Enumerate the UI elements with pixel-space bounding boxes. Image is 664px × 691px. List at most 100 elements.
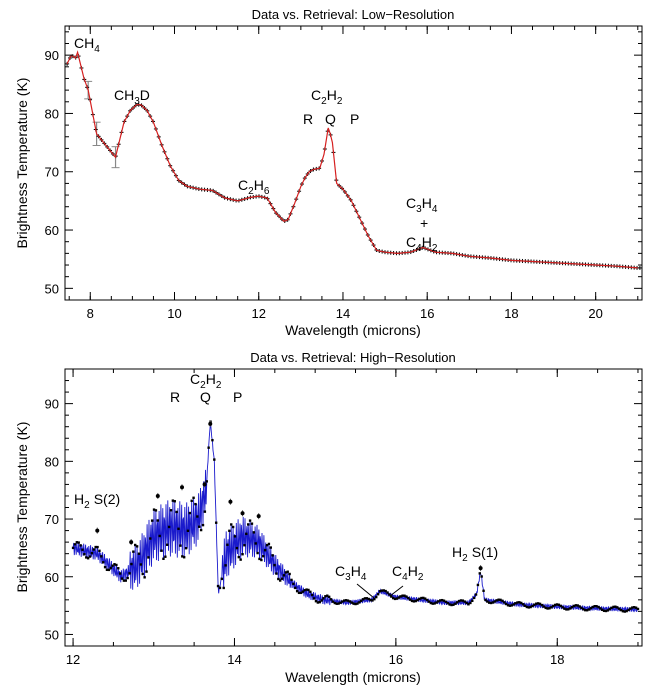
data-point-high [314, 599, 318, 603]
data-point-high [198, 525, 201, 528]
data-point-high [369, 598, 372, 602]
data-point-high [164, 555, 167, 558]
data-point-high [431, 602, 434, 605]
data-point-high [245, 532, 248, 536]
data-point-high [311, 593, 314, 597]
data-point-high [491, 601, 495, 604]
outlier-point-high-3 [180, 485, 185, 490]
outlier-point-high-0 [95, 528, 100, 533]
label-c4h2-high-sub: 4 [402, 572, 408, 583]
label-c3h4-high-sub2: 4 [361, 572, 367, 583]
data-point-high [358, 601, 361, 604]
label-ch3d-sub: 3 [134, 96, 140, 107]
data-point-high [337, 602, 340, 605]
data-point-high [258, 557, 261, 561]
data-point-high [352, 602, 355, 605]
data-point-high [540, 603, 544, 607]
data-point-high [410, 599, 414, 603]
label-branch-p-high: P [233, 389, 242, 405]
data-point-high [585, 609, 589, 612]
data-point-high [94, 545, 97, 549]
data-point-high [75, 541, 79, 544]
data-point-high [632, 606, 636, 609]
data-point-high [250, 522, 254, 525]
label-ch3d-base: CH [114, 87, 134, 103]
data-point-high [448, 603, 451, 606]
data-point-high [525, 605, 529, 609]
data-point-high [228, 529, 231, 533]
data-point-high [399, 595, 402, 598]
data-point-high [597, 605, 600, 609]
data-point-high [508, 604, 512, 607]
data-point-high [213, 458, 216, 461]
data-point-high [600, 608, 604, 612]
label-c3h4-low-sub: 3 [416, 204, 422, 215]
data-point-high [576, 604, 579, 607]
data-point-high [135, 545, 139, 548]
data-point-high [420, 596, 423, 600]
label-c4h2-low-mid: H [422, 234, 432, 250]
data-point-high [582, 608, 585, 611]
outlier-point-high-9 [478, 566, 483, 571]
data-point-high [503, 601, 506, 604]
data-point-high [574, 604, 578, 607]
label-c2h2-high-sub2: 2 [216, 380, 222, 391]
label-ch4-base: CH [74, 35, 94, 51]
data-point-high [602, 609, 606, 612]
y-tick-label-high-90: 90 [45, 397, 59, 412]
data-point-high [107, 568, 111, 572]
data-point-high [616, 606, 619, 609]
outlier-point-high-5 [208, 421, 213, 426]
data-point-high [96, 545, 99, 549]
data-point-high [450, 603, 453, 607]
data-point-high [589, 607, 593, 610]
data-point-high [299, 591, 303, 595]
data-point-high [271, 554, 274, 557]
data-point-high [134, 543, 137, 547]
data-point-high [572, 604, 576, 608]
chart-title-high-res: Data vs. Retrieval: High−Resolution [250, 350, 456, 365]
data-point-high [384, 589, 387, 593]
data-point-high [455, 601, 459, 604]
data-point-high [550, 606, 553, 609]
data-point-high [397, 596, 401, 599]
data-point-high [177, 527, 180, 530]
data-point-high [230, 523, 233, 526]
data-point-high [568, 607, 572, 610]
data-point-high [280, 577, 284, 580]
data-point-high [207, 446, 210, 449]
label-c3h4-low: C3H4 [406, 195, 438, 215]
data-point-high [83, 553, 86, 556]
data-point-high [429, 601, 433, 605]
data-point-high [326, 594, 329, 597]
data-point-high [454, 602, 457, 605]
data-point-high [322, 597, 325, 600]
data-point-high [90, 551, 94, 555]
data-point-high [181, 555, 184, 558]
plot-frame-low-res [64, 25, 643, 301]
data-point-high [587, 608, 591, 611]
label-branch-q-low: Q [325, 111, 336, 127]
x-tick-label-low-20: 20 [588, 306, 602, 321]
label-c2h2-low-mid: H [327, 87, 337, 103]
data-point-high [423, 597, 427, 600]
data-point-high [561, 606, 564, 609]
data-point-high [612, 605, 615, 609]
label-c2h2-low: C2H2 [311, 87, 343, 107]
outlier-point-high-8 [256, 514, 261, 519]
data-point-high [341, 600, 344, 603]
label-c3h4-low-base: C [406, 195, 416, 211]
data-point-high [154, 509, 158, 512]
data-point-high [388, 593, 391, 596]
data-point-high [461, 599, 465, 602]
data-point-high [403, 594, 406, 597]
data-point-high [231, 525, 235, 529]
data-point-high [433, 602, 436, 605]
data-point-high [595, 605, 598, 608]
label-c2h2-high-sub: 2 [200, 380, 206, 391]
data-point-high [350, 601, 353, 604]
data-point-high [510, 604, 514, 607]
outlier-point-high-7 [240, 511, 245, 516]
data-point-high [354, 602, 357, 606]
data-point-high [343, 599, 346, 602]
